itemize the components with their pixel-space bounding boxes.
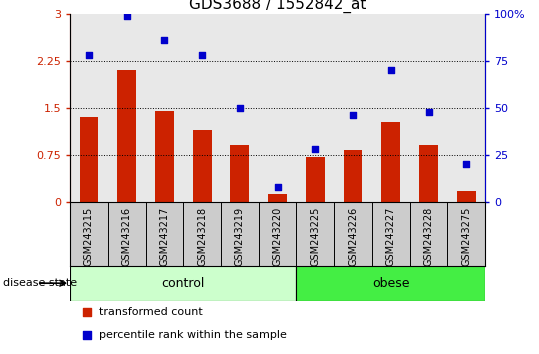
Bar — [183, 14, 221, 202]
Point — [273, 184, 282, 190]
Text: GSM243220: GSM243220 — [273, 207, 282, 266]
Point — [160, 38, 169, 43]
Bar — [268, 194, 287, 202]
Bar — [146, 14, 183, 202]
Bar — [118, 70, 136, 202]
Bar — [447, 14, 485, 202]
Text: transformed count: transformed count — [99, 307, 203, 318]
Bar — [108, 14, 146, 202]
Title: GDS3688 / 1552842_at: GDS3688 / 1552842_at — [189, 0, 367, 13]
Point — [122, 13, 131, 19]
Text: percentile rank within the sample: percentile rank within the sample — [99, 330, 287, 341]
Bar — [221, 14, 259, 202]
Bar — [155, 111, 174, 202]
Text: GSM243216: GSM243216 — [122, 207, 132, 266]
Text: GSM243228: GSM243228 — [424, 207, 433, 266]
Point — [386, 68, 395, 73]
Point — [311, 147, 320, 152]
Point — [82, 309, 91, 315]
Point — [462, 161, 471, 167]
Point — [82, 333, 91, 338]
Text: GSM243218: GSM243218 — [197, 207, 207, 266]
Text: obese: obese — [372, 277, 410, 290]
Point — [236, 105, 244, 111]
Text: GSM243226: GSM243226 — [348, 207, 358, 266]
Point — [349, 113, 357, 118]
Bar — [193, 130, 211, 202]
Bar — [231, 145, 249, 202]
Text: GSM243217: GSM243217 — [160, 207, 169, 266]
Bar — [306, 157, 325, 202]
Point — [198, 53, 206, 58]
Bar — [70, 14, 108, 202]
Text: GSM243227: GSM243227 — [386, 207, 396, 266]
Bar — [296, 266, 485, 301]
Text: GSM243275: GSM243275 — [461, 207, 471, 266]
Bar — [259, 14, 296, 202]
Text: disease state: disease state — [3, 278, 77, 288]
Text: GSM243225: GSM243225 — [310, 207, 320, 266]
Text: GSM243219: GSM243219 — [235, 207, 245, 266]
Bar — [70, 266, 296, 301]
Bar — [296, 14, 334, 202]
Text: GSM243215: GSM243215 — [84, 207, 94, 266]
Bar — [344, 150, 363, 202]
Bar — [382, 122, 400, 202]
Text: control: control — [162, 277, 205, 290]
Point — [424, 109, 433, 115]
Bar — [372, 14, 410, 202]
Bar — [80, 118, 99, 202]
Bar — [457, 190, 476, 202]
Bar — [334, 14, 372, 202]
Bar — [410, 14, 447, 202]
Point — [85, 53, 93, 58]
Bar — [419, 145, 438, 202]
